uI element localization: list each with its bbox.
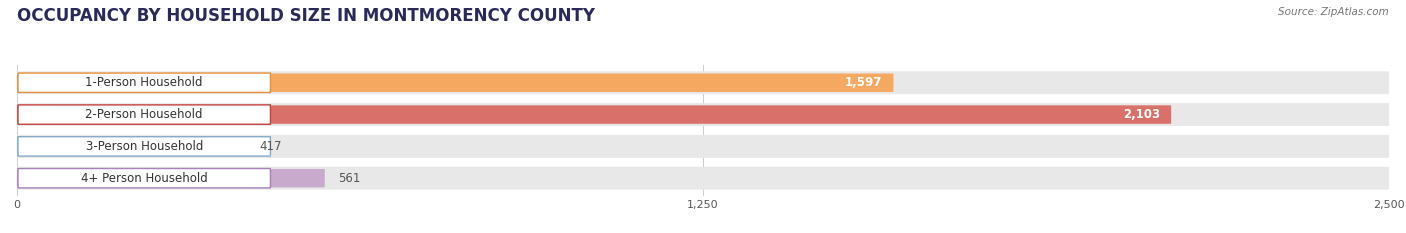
Text: 2,103: 2,103: [1123, 108, 1160, 121]
Text: 1-Person Household: 1-Person Household: [86, 76, 202, 89]
FancyBboxPatch shape: [17, 71, 1389, 94]
Text: Source: ZipAtlas.com: Source: ZipAtlas.com: [1278, 7, 1389, 17]
FancyBboxPatch shape: [18, 137, 270, 156]
Text: OCCUPANCY BY HOUSEHOLD SIZE IN MONTMORENCY COUNTY: OCCUPANCY BY HOUSEHOLD SIZE IN MONTMOREN…: [17, 7, 595, 25]
Text: 1,597: 1,597: [845, 76, 883, 89]
FancyBboxPatch shape: [17, 135, 1389, 158]
FancyBboxPatch shape: [17, 74, 893, 92]
FancyBboxPatch shape: [17, 103, 1389, 126]
FancyBboxPatch shape: [17, 169, 325, 187]
Text: 3-Person Household: 3-Person Household: [86, 140, 202, 153]
FancyBboxPatch shape: [17, 167, 1389, 190]
FancyBboxPatch shape: [18, 105, 270, 124]
FancyBboxPatch shape: [17, 137, 246, 156]
Text: 2-Person Household: 2-Person Household: [86, 108, 202, 121]
Text: 417: 417: [260, 140, 283, 153]
Text: 561: 561: [339, 172, 361, 185]
FancyBboxPatch shape: [18, 73, 270, 93]
Text: 4+ Person Household: 4+ Person Household: [80, 172, 208, 185]
FancyBboxPatch shape: [18, 168, 270, 188]
FancyBboxPatch shape: [17, 105, 1171, 124]
